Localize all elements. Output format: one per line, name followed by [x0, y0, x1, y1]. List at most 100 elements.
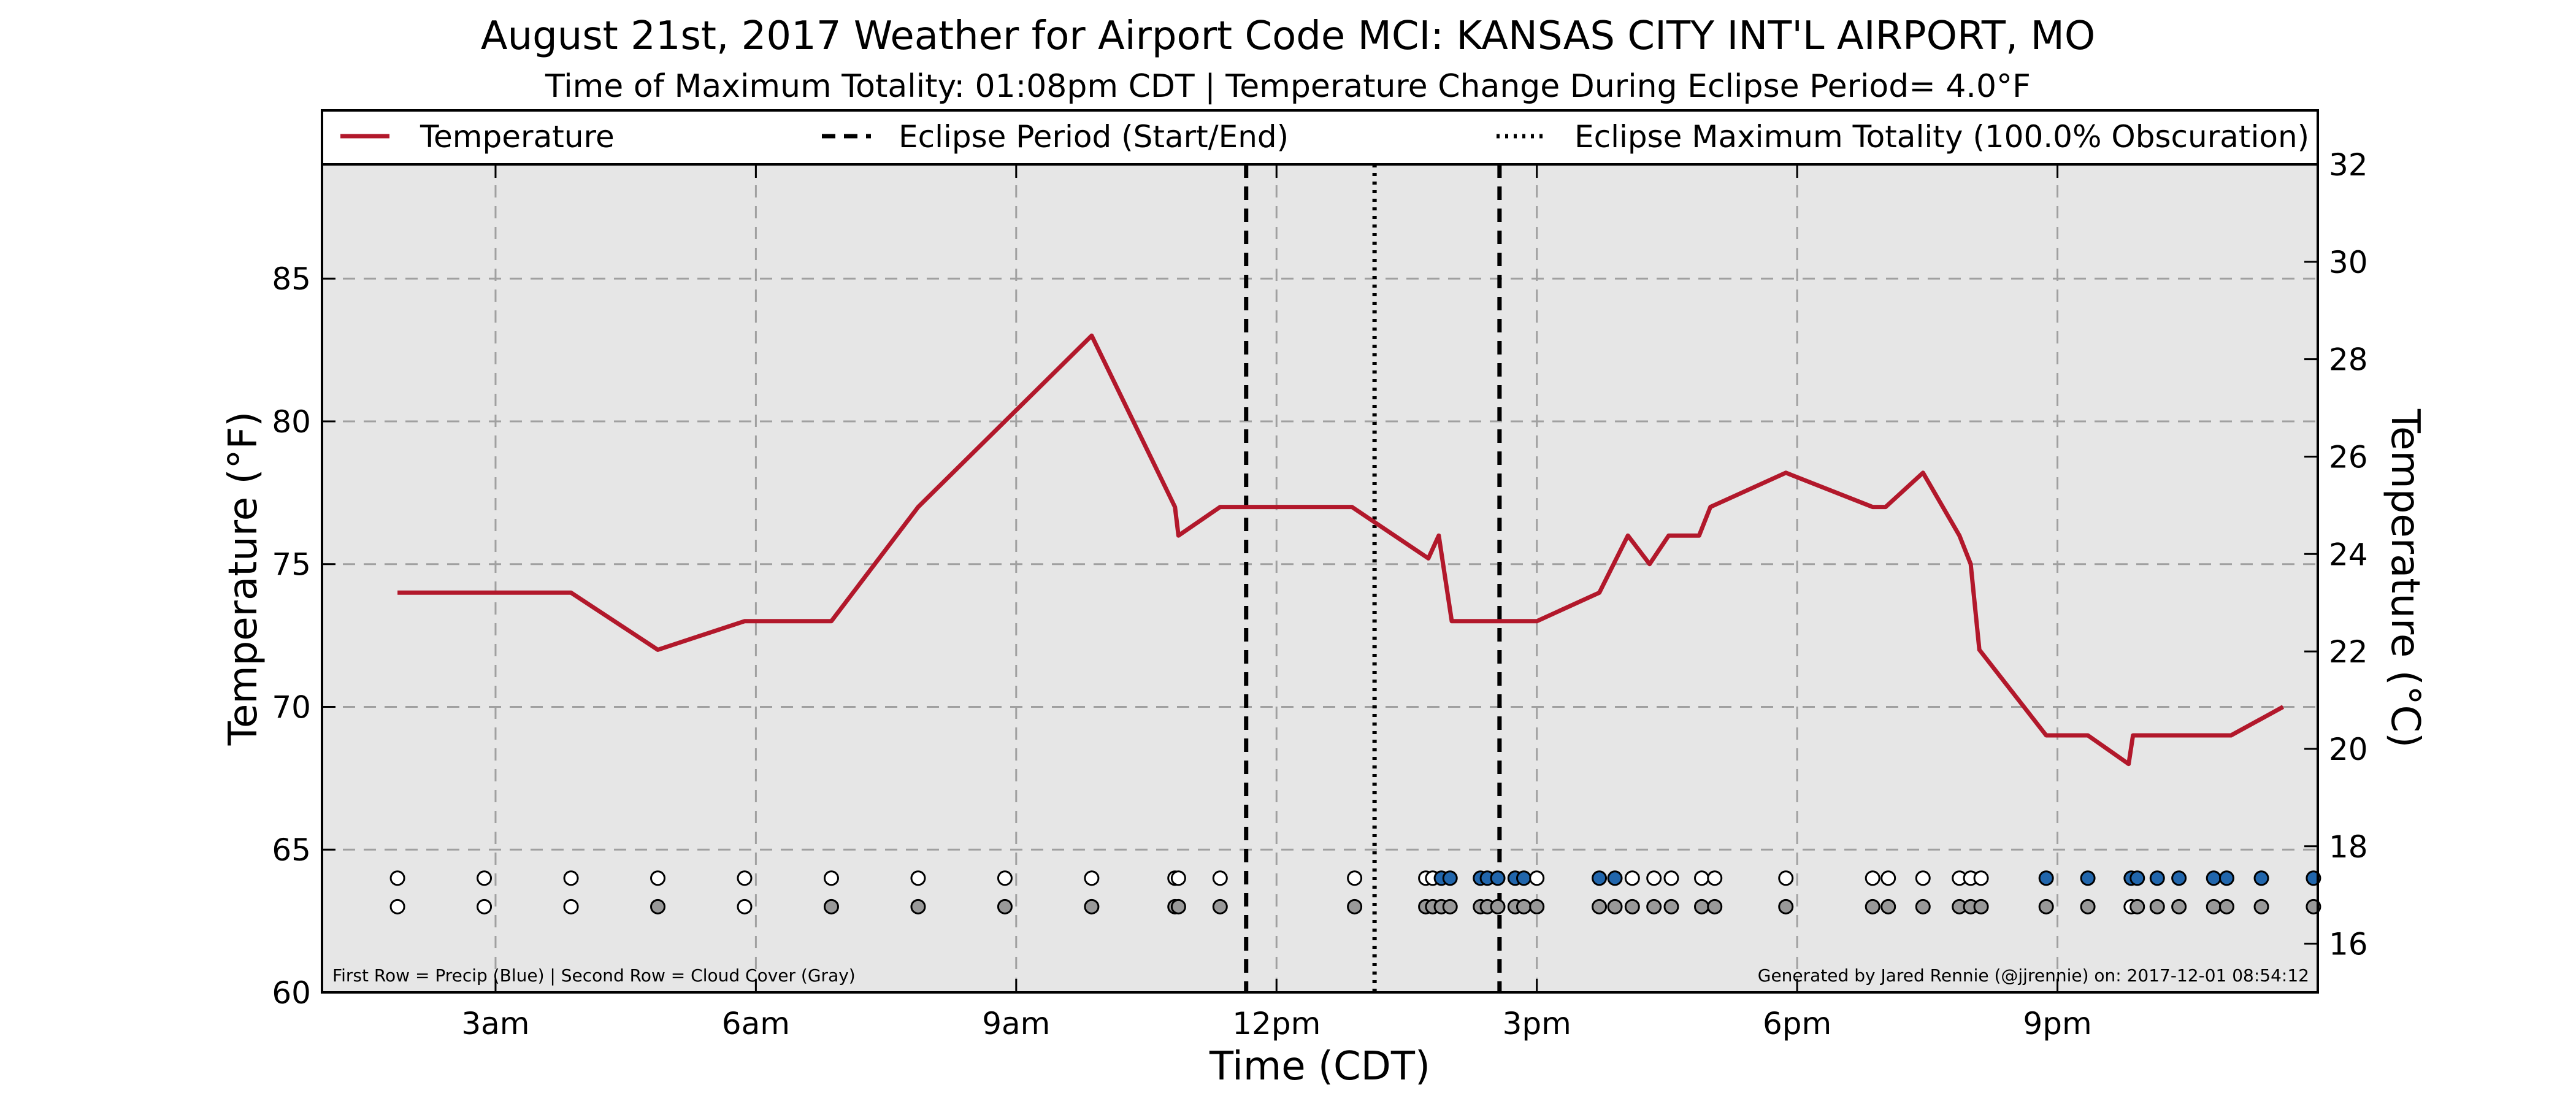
precip-dot — [1607, 870, 1623, 886]
cloud-cover-dot — [1973, 899, 1989, 914]
y-right-tick-label: 24 — [2329, 537, 2368, 572]
axis-ticks: 3am 6am 9am 12pm 3pm 6pm 9pm 60 65 70 75 80 85 16 18 20… — [272, 147, 2367, 1041]
plot-area — [322, 164, 2318, 992]
precip-dot — [1084, 870, 1100, 886]
y-tick-label: 65 — [272, 832, 311, 868]
cloud-cover-dot — [1915, 899, 1931, 914]
precip-dot — [1516, 870, 1531, 886]
precip-dot — [2253, 870, 2269, 886]
cloud-cover-dot — [650, 899, 666, 914]
precip-dot — [1212, 870, 1228, 886]
precip-dot — [2080, 870, 2096, 886]
y-right-tick-label: 30 — [2329, 245, 2368, 280]
chart-title: August 21st, 2017 Weather for Airport Co… — [481, 13, 2095, 59]
footnote-right: Generated by Jared Rennie (@jjrennie) on… — [1758, 965, 2309, 986]
legend-temperature-label: Temperature — [420, 119, 615, 155]
eclipse-markers — [1244, 164, 1502, 992]
precip-dot — [910, 870, 926, 886]
precip-dot — [1646, 870, 1662, 886]
observation-dots — [389, 870, 2321, 914]
y-right-tick-label: 20 — [2329, 732, 2368, 767]
cloud-cover-dot — [2038, 899, 2054, 914]
y-right-tick-label: 22 — [2329, 634, 2368, 670]
precip-dot — [1694, 870, 1710, 886]
cloud-cover-dot — [1516, 899, 1531, 914]
precip-dot — [823, 870, 839, 886]
cloud-cover-dot — [1646, 899, 1662, 914]
precip-dot — [389, 870, 405, 886]
precip-dot — [997, 870, 1013, 886]
cloud-cover-dot — [2206, 899, 2221, 914]
cloud-cover-dot — [2218, 899, 2234, 914]
cloud-cover-dot — [1865, 899, 1880, 914]
cloud-cover-dot — [2149, 899, 2165, 914]
y-right-tick-label: 18 — [2329, 829, 2368, 865]
precip-dot — [650, 870, 666, 886]
cloud-cover-dot — [1442, 899, 1458, 914]
y-tick-label: 70 — [272, 689, 311, 725]
precip-dot — [1973, 870, 1989, 886]
x-tick-label: 3am — [461, 1006, 529, 1041]
cloud-cover-dot — [1529, 899, 1545, 914]
y-tick-label: 75 — [272, 547, 311, 583]
x-axis-label: Time (CDT) — [1209, 1044, 1430, 1089]
precip-dot — [2206, 870, 2221, 886]
precip-dot — [1592, 870, 1608, 886]
precip-dot — [1865, 870, 1880, 886]
precip-dot — [2218, 870, 2234, 886]
cloud-cover-dot — [997, 899, 1013, 914]
precip-dot — [1490, 870, 1506, 886]
cloud-cover-dot — [1663, 899, 1679, 914]
cloud-cover-dot — [389, 899, 405, 914]
footnote-left: First Row = Precip (Blue) | Second Row =… — [332, 965, 856, 986]
y-right-tick-label: 16 — [2329, 927, 2368, 962]
cloud-cover-dot — [1592, 899, 1608, 914]
precip-dot — [2129, 870, 2145, 886]
cloud-cover-dot — [823, 899, 839, 914]
precip-dot — [563, 870, 579, 886]
precip-dot — [1442, 870, 1458, 886]
cloud-cover-dot — [563, 899, 579, 914]
cloud-cover-dot — [1170, 899, 1186, 914]
precip-dot — [1529, 870, 1545, 886]
cloud-cover-dot — [1607, 899, 1623, 914]
precip-dot — [2171, 870, 2187, 886]
precip-dot — [2149, 870, 2165, 886]
legend-eclipse-max-label: Eclipse Maximum Totality (100.0% Obscura… — [1574, 119, 2309, 155]
y-tick-label: 80 — [272, 404, 311, 440]
cloud-cover-dot — [1707, 899, 1723, 914]
cloud-cover-dot — [1084, 899, 1100, 914]
x-tick-label: 9am — [982, 1006, 1050, 1041]
cloud-cover-dot — [1212, 899, 1228, 914]
precip-dot — [1170, 870, 1186, 886]
cloud-cover-dot — [477, 899, 493, 914]
y-axis-label-left: Temperature (°F) — [221, 412, 266, 746]
precip-dot — [1915, 870, 1931, 886]
cloud-cover-dot — [1880, 899, 1896, 914]
cloud-cover-dot — [1624, 899, 1640, 914]
y-tick-label: 60 — [272, 975, 311, 1011]
precip-dot — [1707, 870, 1723, 886]
cloud-cover-dot — [1694, 899, 1710, 914]
cloud-cover-dot — [1347, 899, 1363, 914]
y-right-tick-label: 28 — [2329, 342, 2368, 378]
legend-eclipse-period-label: Eclipse Period (Start/End) — [899, 119, 1289, 155]
precip-dot — [1347, 870, 1363, 886]
cloud-cover-dot — [2171, 899, 2187, 914]
cloud-cover-dot — [737, 899, 753, 914]
cloud-cover-dot — [1778, 899, 1794, 914]
y-right-tick-label: 32 — [2329, 147, 2368, 183]
cloud-cover-dot — [2080, 899, 2096, 914]
precip-dot — [477, 870, 493, 886]
precip-dot — [1880, 870, 1896, 886]
precip-dot — [2038, 870, 2054, 886]
precip-dot — [737, 870, 753, 886]
y-tick-label: 85 — [272, 261, 311, 297]
cloud-cover-dot — [1490, 899, 1506, 914]
legend: Temperature Eclipse Period (Start/End) E… — [321, 109, 2319, 166]
x-tick-label: 3pm — [1503, 1006, 1571, 1041]
precip-dot — [1624, 870, 1640, 886]
temperature-line — [397, 333, 2285, 767]
x-tick-label: 6pm — [1763, 1006, 1831, 1041]
